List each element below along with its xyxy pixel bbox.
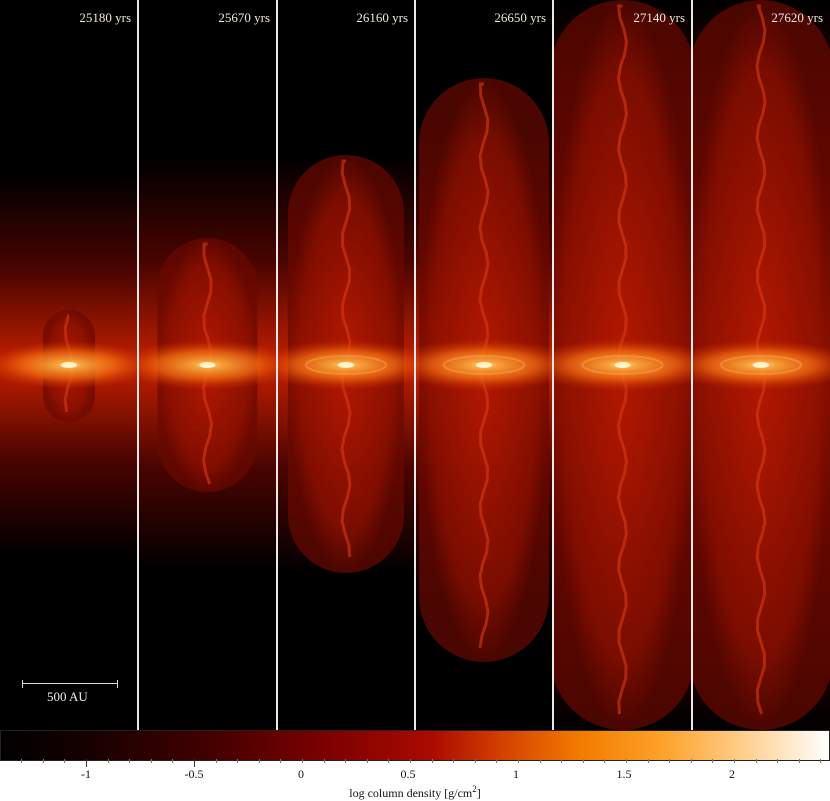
colorbar-minor-tick bbox=[734, 759, 735, 763]
density-map bbox=[692, 0, 830, 730]
colorbar-minor-tick bbox=[21, 759, 22, 763]
panel-separator bbox=[691, 0, 693, 730]
colorbar-minor-tick bbox=[259, 759, 260, 763]
colorbar-minor-tick bbox=[302, 759, 303, 763]
colorbar-minor-tick bbox=[604, 759, 605, 763]
colorbar-minor-tick bbox=[777, 759, 778, 763]
colorbar-label: log column density [g/cm2] bbox=[349, 784, 481, 800]
colorbar-minor-tick bbox=[648, 759, 649, 763]
colorbar-minor-tick bbox=[518, 759, 519, 763]
panel-time-label: 25180 yrs bbox=[79, 10, 131, 25]
colorbar-minor-tick bbox=[388, 759, 389, 763]
density-map bbox=[553, 0, 692, 730]
colorbar-minor-tick bbox=[712, 759, 713, 763]
colorbar-minor-tick bbox=[324, 759, 325, 763]
scale-bar bbox=[22, 680, 118, 688]
panel-2: 25670 yrs bbox=[138, 0, 277, 730]
panel-separator bbox=[552, 0, 554, 730]
colorbar-tick-label: 0.5 bbox=[400, 767, 416, 781]
colorbar-minor-tick bbox=[151, 759, 152, 763]
colorbar-minor-tick bbox=[453, 759, 454, 763]
density-map bbox=[138, 0, 277, 730]
colorbar-minor-tick bbox=[108, 759, 109, 763]
colorbar-major-tick bbox=[194, 759, 195, 767]
colorbar-tick-label: 0 bbox=[298, 767, 304, 781]
colorbar-minor-tick bbox=[583, 759, 584, 763]
panel-separator bbox=[414, 0, 416, 730]
colorbar-tick-label: -0.5 bbox=[184, 767, 204, 781]
colorbar-minor-tick bbox=[799, 759, 800, 763]
colorbar-tick-label: 1.5 bbox=[616, 767, 632, 781]
colorbar-minor-tick bbox=[172, 759, 173, 763]
panel-time-label: 27620 yrs bbox=[771, 10, 823, 25]
colorbar-minor-tick bbox=[540, 759, 541, 763]
panel-3: 26160 yrs bbox=[277, 0, 415, 730]
panel-separator bbox=[276, 0, 278, 730]
colorbar-minor-tick bbox=[410, 759, 411, 763]
colorbar-minor-tick bbox=[669, 759, 670, 763]
colorbar-minor-tick bbox=[64, 759, 65, 763]
panel-1: 25180 yrs bbox=[0, 0, 138, 730]
panel-4: 26650 yrs bbox=[415, 0, 553, 730]
colorbar-tick-label: 2 bbox=[729, 767, 735, 781]
panel-time-label: 25670 yrs bbox=[218, 10, 270, 25]
colorbar-minor-tick bbox=[216, 759, 217, 763]
density-map bbox=[415, 0, 553, 730]
colorbar-minor-tick bbox=[129, 759, 130, 763]
colorbar-minor-tick bbox=[280, 759, 281, 763]
colorbar-minor-tick bbox=[756, 759, 757, 763]
colorbar-minor-tick bbox=[237, 759, 238, 763]
colorbar-minor-tick bbox=[496, 759, 497, 763]
colorbar-major-tick bbox=[86, 759, 87, 767]
colorbar-minor-tick bbox=[432, 759, 433, 763]
colorbar-minor-tick bbox=[691, 759, 692, 763]
colorbar-minor-tick bbox=[561, 759, 562, 763]
panel-time-label: 27140 yrs bbox=[633, 10, 685, 25]
colorbar-minor-tick bbox=[43, 759, 44, 763]
panel-time-label: 26160 yrs bbox=[356, 10, 408, 25]
panel-6: 27620 yrs bbox=[692, 0, 830, 730]
colorbar bbox=[0, 730, 830, 761]
colorbar-minor-tick bbox=[367, 759, 368, 763]
scale-bar-label: 500 AU bbox=[47, 689, 88, 704]
colorbar-minor-tick bbox=[626, 759, 627, 763]
colorbar-tick-label: 1 bbox=[513, 767, 519, 781]
density-map bbox=[0, 0, 138, 730]
simulation-figure: 25180 yrs 25670 yrs 26160 yrs 26650 yrs … bbox=[0, 0, 830, 730]
panel-5: 27140 yrs bbox=[553, 0, 692, 730]
colorbar-minor-tick bbox=[475, 759, 476, 763]
density-map bbox=[277, 0, 415, 730]
colorbar-minor-tick bbox=[820, 759, 821, 763]
panel-time-label: 26650 yrs bbox=[494, 10, 546, 25]
colorbar-minor-tick bbox=[345, 759, 346, 763]
colorbar-tick-label: -1 bbox=[81, 767, 91, 781]
colorbar-ticks bbox=[0, 759, 830, 769]
panel-separator bbox=[137, 0, 139, 730]
